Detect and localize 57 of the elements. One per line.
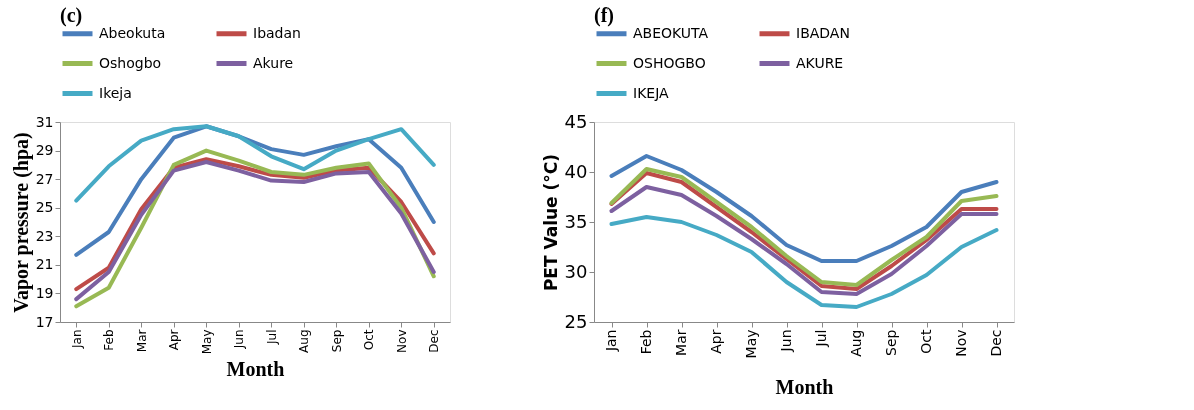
x-tick-label: Oct (918, 329, 934, 354)
y-tick-label: 35 (564, 210, 588, 232)
x-tick-label: May (743, 329, 759, 359)
line-series (609, 215, 999, 309)
line-series (609, 185, 999, 296)
y-tick-label: 31 (35, 113, 54, 130)
x-tick-label: Dec (427, 329, 442, 353)
x-tick-label: Feb (102, 329, 117, 351)
x-tick-label: Jun (778, 329, 794, 353)
line-series (609, 154, 999, 263)
x-tick-label: Mar (673, 329, 689, 356)
x-tick-label: Oct (362, 329, 377, 351)
y-tick-label: 17 (35, 313, 54, 330)
legend-label: Akure (253, 54, 294, 71)
line-series (74, 124, 436, 203)
legend-label: IBADAN (796, 24, 850, 41)
x-axis-title: Month (226, 358, 285, 381)
x-tick-label: Apr (167, 329, 182, 351)
legend-label: Abeokuta (99, 24, 166, 41)
x-tick-label: Mar (134, 329, 149, 353)
x-tick-label: Jan (69, 329, 84, 349)
y-tick-label: 27 (35, 170, 54, 187)
y-axis-title: PET Value (°C) (540, 153, 561, 292)
x-tick-label: Aug (297, 329, 312, 353)
y-tick-label: 45 (564, 110, 588, 132)
chart-title: (c) (60, 4, 83, 27)
y-tick-label: 29 (35, 142, 54, 159)
chart-title: (f) (594, 4, 614, 27)
y-tick-label: 25 (35, 199, 54, 216)
x-tick-label: May (199, 329, 214, 355)
legend-label: Ikeja (99, 84, 132, 101)
x-tick-label: Jul (264, 329, 279, 345)
x-tick-label: Jul (813, 329, 829, 348)
x-tick-label: Sep (329, 329, 344, 353)
x-tick-label: Apr (708, 329, 724, 354)
x-tick-label: Nov (394, 329, 409, 353)
y-tick-label: 23 (35, 227, 54, 244)
y-tick-label: 40 (564, 160, 588, 182)
x-axis-title: Month (775, 376, 834, 399)
x-tick-label: Jun (232, 329, 247, 350)
legend-label: OSHOGBO (633, 54, 706, 71)
legend-label: AKURE (796, 54, 844, 71)
x-tick-label: Dec (988, 329, 1004, 357)
y-tick-label: 21 (35, 256, 54, 273)
x-tick-label: Jan (603, 329, 619, 353)
legend-label: ABEOKUTA (633, 24, 709, 41)
legend-label: IKEJA (633, 84, 670, 101)
x-tick-label: Nov (953, 329, 969, 357)
y-tick-label: 30 (564, 260, 588, 282)
legend-label: Oshogbo (99, 54, 162, 71)
y-tick-label: 25 (564, 310, 588, 332)
y-tick-label: 19 (35, 284, 54, 301)
x-tick-label: Feb (638, 329, 654, 355)
legend-label: Ibadan (253, 24, 301, 41)
y-axis-title: Vapor pressure (hpa) (9, 132, 33, 313)
x-tick-label: Sep (883, 329, 899, 356)
x-tick-label: Aug (848, 329, 864, 357)
